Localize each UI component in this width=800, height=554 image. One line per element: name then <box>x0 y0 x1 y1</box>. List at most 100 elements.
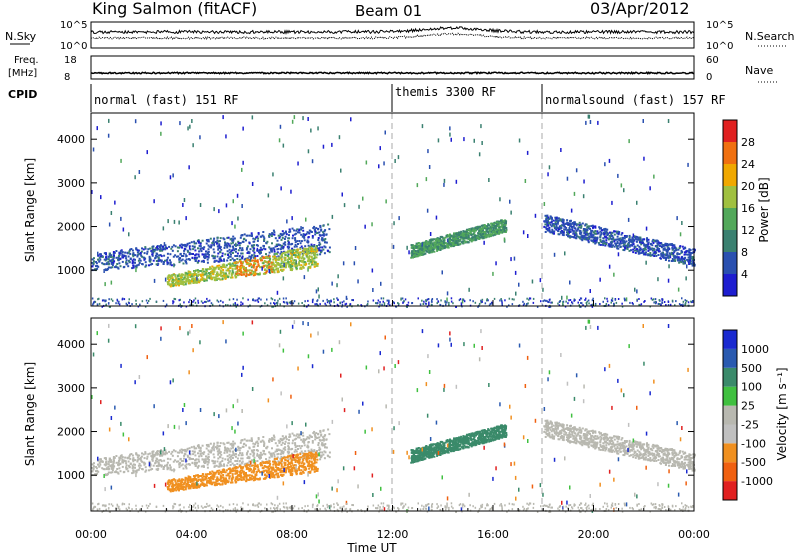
power-cell <box>625 244 628 247</box>
power-cell <box>649 254 652 257</box>
power-cell <box>605 230 608 233</box>
power-cell <box>287 265 290 268</box>
power-cell <box>311 235 314 237</box>
power-cell <box>166 261 169 264</box>
power-ground-cell <box>506 305 508 308</box>
velocity-cell <box>213 456 216 459</box>
power-cell <box>623 237 626 240</box>
power-cell <box>615 238 618 241</box>
power-ground-cell <box>452 302 454 305</box>
power-cell <box>151 250 154 253</box>
power-cell <box>551 232 554 235</box>
power-cell <box>162 247 165 250</box>
power-cell <box>293 253 296 256</box>
power-ground-cell <box>504 299 506 302</box>
power-ground-cell <box>615 301 618 304</box>
power-ground-cell <box>382 300 384 303</box>
power-cell <box>315 261 318 264</box>
power-cell <box>266 266 268 269</box>
power-cell <box>182 278 185 281</box>
power-noise-cell <box>480 124 482 129</box>
power-cell <box>295 245 298 248</box>
velocity-cell <box>137 468 140 471</box>
power-cell <box>463 234 466 237</box>
power-cell <box>249 248 252 251</box>
power-cell <box>472 236 474 239</box>
freq-trace <box>90 71 695 75</box>
velocity-cell <box>194 462 196 464</box>
power-ground-cell <box>188 301 190 304</box>
power-cell <box>488 235 491 238</box>
power-cell <box>449 239 452 242</box>
power-noise-cell <box>446 238 449 243</box>
power-cell <box>240 264 243 267</box>
power-cell <box>582 229 585 232</box>
power-cbar-swatch <box>723 164 737 186</box>
power-cell <box>158 258 161 261</box>
power-cell <box>302 234 305 237</box>
power-ground-cell <box>258 297 260 300</box>
power-ground-cell <box>661 301 664 304</box>
power-cell <box>111 258 114 261</box>
velocity-cell <box>151 459 154 462</box>
power-cell <box>450 234 453 237</box>
power-cell <box>419 250 421 253</box>
power-ground-cell <box>540 300 542 303</box>
velocity-cell <box>141 460 144 463</box>
power-cell <box>567 232 570 235</box>
power-noise-cell <box>256 247 259 252</box>
velocity-cell <box>179 449 182 452</box>
power-ground-cell <box>173 297 175 300</box>
nave-tick-bottom: 0 <box>706 72 712 83</box>
power-cell <box>299 251 302 254</box>
power-cell <box>464 236 467 239</box>
power-ground-cell <box>489 302 492 305</box>
power-cell <box>299 248 302 251</box>
velocity-cell <box>256 444 259 447</box>
power-cell <box>651 244 654 247</box>
power-cell <box>631 238 634 241</box>
power-cell <box>236 252 239 255</box>
power-noise-cell <box>279 124 282 129</box>
power-cell <box>166 276 169 279</box>
power-cell <box>287 253 290 256</box>
power-cell <box>259 259 262 262</box>
power-ground-cell <box>360 304 362 307</box>
power-cell <box>135 266 138 269</box>
power-ground-cell <box>264 302 266 305</box>
power-cell <box>681 259 684 262</box>
power-ground-cell <box>351 299 353 301</box>
power-cell <box>183 249 186 252</box>
power-cell <box>451 243 454 246</box>
power-cell <box>123 254 126 257</box>
power-cell <box>240 252 243 255</box>
power-ground-cell <box>591 299 594 302</box>
power-noise-cell <box>379 146 381 151</box>
power-ground-cell <box>178 299 180 302</box>
power-cell <box>291 227 294 230</box>
power-cell <box>676 252 679 255</box>
power-ground-cell <box>585 297 587 300</box>
power-cell <box>454 236 457 239</box>
power-ground-cell <box>487 299 489 302</box>
power-ground-cell <box>319 303 321 306</box>
power-cell <box>582 237 585 240</box>
power-cell <box>613 230 616 233</box>
power-cell <box>613 240 616 243</box>
power-cell <box>691 256 694 258</box>
power-cell <box>554 227 556 230</box>
power-noise-cell <box>311 159 314 164</box>
power-cell <box>429 242 432 245</box>
power-cell <box>442 240 445 243</box>
power-ground-cell <box>573 298 576 301</box>
power-cell <box>151 254 154 257</box>
power-cell <box>552 223 555 226</box>
power-ground-cell <box>478 302 481 305</box>
power-noise-cell <box>242 126 244 131</box>
power-cell <box>110 266 113 269</box>
power-cell <box>174 274 177 277</box>
power-cell <box>298 253 301 256</box>
power-cell <box>283 242 286 245</box>
power-cell <box>295 266 298 269</box>
power-ground-cell <box>446 301 448 304</box>
